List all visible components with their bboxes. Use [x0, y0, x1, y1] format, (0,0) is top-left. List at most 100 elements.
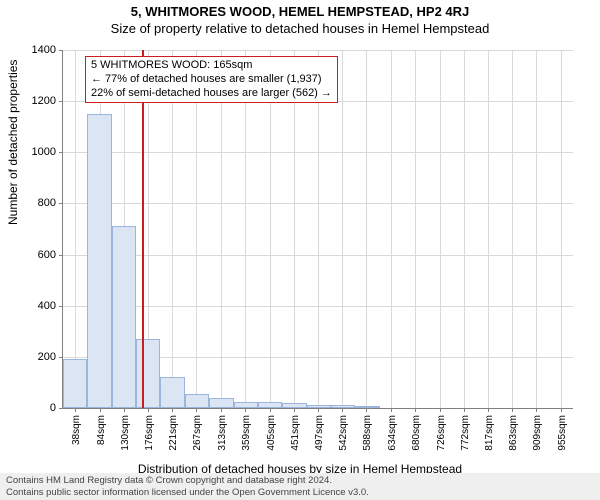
x-tick-mark — [245, 408, 246, 412]
y-tick-mark — [59, 306, 63, 307]
x-tick-label: 313sqm — [217, 415, 228, 451]
gridline-v — [270, 50, 271, 408]
x-tick-label: 84sqm — [96, 415, 107, 445]
x-tick-label: 909sqm — [532, 415, 543, 451]
y-tick-mark — [59, 152, 63, 153]
x-tick-label: 497sqm — [314, 415, 325, 451]
gridline-v — [561, 50, 562, 408]
y-tick-label: 400 — [16, 300, 56, 312]
y-tick-label: 200 — [16, 351, 56, 363]
x-tick-label: 680sqm — [411, 415, 422, 451]
gridline-v — [75, 50, 76, 408]
x-tick-mark — [512, 408, 513, 412]
y-tick-mark — [59, 357, 63, 358]
gridline-v — [294, 50, 295, 408]
gridline-v — [196, 50, 197, 408]
annotation-line: 22% of semi-detached houses are larger (… — [91, 87, 332, 101]
page-title-address: 5, WHITMORES WOOD, HEMEL HEMPSTEAD, HP2 … — [0, 0, 600, 19]
y-tick-label: 600 — [16, 249, 56, 261]
y-tick-mark — [59, 50, 63, 51]
y-tick-label: 800 — [16, 197, 56, 209]
gridline-v — [342, 50, 343, 408]
x-tick-label: 38sqm — [71, 415, 82, 445]
gridline-v — [488, 50, 489, 408]
histogram-bar — [185, 394, 209, 408]
x-tick-label: 726sqm — [436, 415, 447, 451]
x-tick-mark — [488, 408, 489, 412]
y-tick-mark — [59, 203, 63, 204]
footer-attribution: Contains HM Land Registry data © Crown c… — [0, 473, 600, 500]
footer-line2: Contains public sector information licen… — [6, 487, 594, 498]
x-tick-mark — [561, 408, 562, 412]
x-tick-label: 817sqm — [484, 415, 495, 451]
histogram-bar — [258, 402, 282, 408]
histogram-bar — [87, 114, 111, 408]
x-tick-label: 451sqm — [290, 415, 301, 451]
gridline-v — [512, 50, 513, 408]
histogram-bar — [282, 403, 306, 408]
x-tick-mark — [536, 408, 537, 412]
x-tick-label: 863sqm — [508, 415, 519, 451]
x-tick-mark — [124, 408, 125, 412]
histogram-bar — [307, 405, 331, 408]
x-tick-mark — [196, 408, 197, 412]
x-tick-label: 359sqm — [241, 415, 252, 451]
gridline-v — [172, 50, 173, 408]
histogram-bar — [112, 226, 136, 408]
x-tick-label: 267sqm — [192, 415, 203, 451]
histogram-bar — [136, 339, 160, 408]
y-tick-label: 1200 — [16, 95, 56, 107]
x-tick-mark — [415, 408, 416, 412]
y-tick-label: 1000 — [16, 146, 56, 158]
x-tick-mark — [172, 408, 173, 412]
histogram-bar — [160, 377, 184, 408]
gridline-v — [440, 50, 441, 408]
x-tick-label: 634sqm — [387, 415, 398, 451]
histogram-plot: 5 WHITMORES WOOD: 165sqm← 77% of detache… — [62, 50, 573, 409]
histogram-bar — [331, 405, 355, 408]
gridline-v — [536, 50, 537, 408]
x-tick-mark — [75, 408, 76, 412]
histogram-bar — [355, 406, 379, 408]
y-tick-label: 0 — [16, 402, 56, 414]
annotation-box: 5 WHITMORES WOOD: 165sqm← 77% of detache… — [85, 56, 338, 103]
y-tick-mark — [59, 255, 63, 256]
x-tick-mark — [464, 408, 465, 412]
x-tick-label: 221sqm — [168, 415, 179, 451]
gridline-v — [415, 50, 416, 408]
y-tick-mark — [59, 101, 63, 102]
x-tick-label: 588sqm — [362, 415, 373, 451]
y-tick-mark — [59, 408, 63, 409]
footer-line1: Contains HM Land Registry data © Crown c… — [6, 475, 594, 486]
chart-container: 5 WHITMORES WOOD: 165sqm← 77% of detache… — [62, 50, 572, 408]
gridline-v — [391, 50, 392, 408]
x-tick-label: 176sqm — [144, 415, 155, 451]
x-tick-mark — [294, 408, 295, 412]
gridline-v — [318, 50, 319, 408]
annotation-line: 5 WHITMORES WOOD: 165sqm — [91, 59, 332, 73]
histogram-bar — [63, 359, 87, 408]
x-tick-mark — [318, 408, 319, 412]
annotation-line: ← 77% of detached houses are smaller (1,… — [91, 73, 332, 87]
gridline-v — [464, 50, 465, 408]
page-subtitle: Size of property relative to detached ho… — [0, 19, 600, 36]
x-tick-label: 405sqm — [266, 415, 277, 451]
x-tick-mark — [270, 408, 271, 412]
x-tick-label: 772sqm — [460, 415, 471, 451]
x-tick-mark — [221, 408, 222, 412]
histogram-bar — [209, 398, 233, 408]
x-tick-mark — [366, 408, 367, 412]
y-tick-label: 1400 — [16, 44, 56, 56]
x-tick-mark — [342, 408, 343, 412]
x-tick-mark — [148, 408, 149, 412]
x-tick-mark — [100, 408, 101, 412]
gridline-v — [366, 50, 367, 408]
x-tick-mark — [391, 408, 392, 412]
x-tick-label: 130sqm — [120, 415, 131, 451]
x-tick-label: 542sqm — [338, 415, 349, 451]
property-marker-line — [142, 50, 144, 408]
x-tick-label: 955sqm — [557, 415, 568, 451]
histogram-bar — [234, 402, 258, 408]
gridline-v — [245, 50, 246, 408]
gridline-v — [221, 50, 222, 408]
